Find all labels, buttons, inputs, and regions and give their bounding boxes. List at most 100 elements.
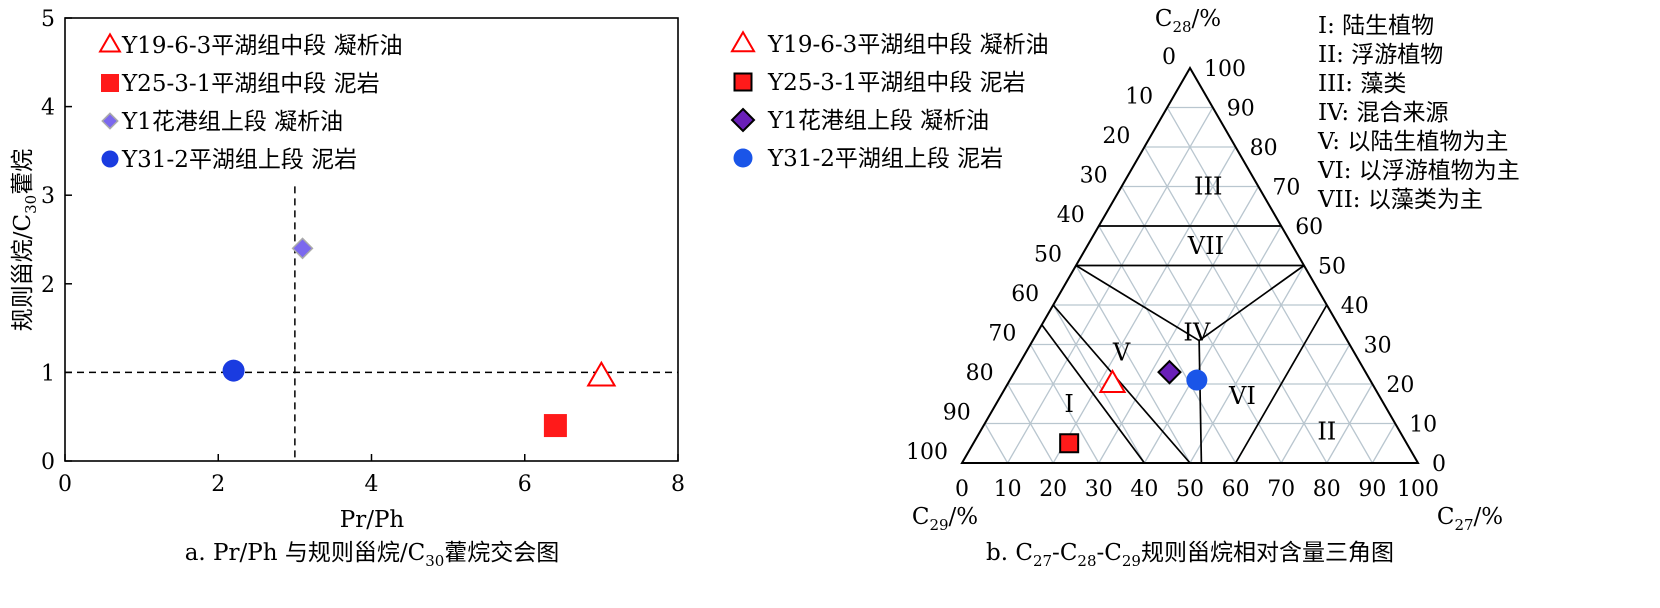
y-tick-label: 2 <box>41 273 55 298</box>
axis-ticks: 0 2 4 6 8 0 1 2 3 4 5 <box>41 7 685 497</box>
bottom-tick-label: 40 <box>1130 477 1158 502</box>
right-tick-label: 100 <box>1204 57 1246 82</box>
reference-lines <box>65 186 678 461</box>
ternary-legend-label-2: Y25-3-1平湖组中段 泥岩 <box>767 70 1026 96</box>
region-label-iii: III <box>1194 173 1222 201</box>
boundary-vi-ii <box>1234 304 1328 464</box>
top-axis-label: C28/% <box>1155 6 1221 36</box>
region-key-vii: VII: 以藻类为主 <box>1317 187 1483 213</box>
region-key-iv: IV: 混合来源 <box>1318 100 1448 126</box>
grid-line-c29 <box>1052 304 1145 464</box>
region-key-vi: VI: 以浮游植物为主 <box>1317 158 1520 184</box>
y-axis-label: 规则甾烷/C30藿烷 <box>10 149 40 331</box>
region-label-vii: VII <box>1187 232 1224 260</box>
data-point-3 <box>291 237 314 260</box>
region-key-i: I: 陆生植物 <box>1318 13 1434 39</box>
data-point-2 <box>543 414 567 438</box>
grid-line-c29 <box>1075 265 1191 464</box>
right-tick-label: 0 <box>1432 452 1446 477</box>
grid-line-c27 <box>1280 344 1351 464</box>
grid-line-c27 <box>1371 423 1396 464</box>
left-tick-label: 40 <box>1057 203 1085 228</box>
grid-line-c27 <box>1098 186 1259 464</box>
ternary-points <box>1059 359 1208 454</box>
left-tick-label: 90 <box>943 401 971 426</box>
legend-label-4: Y31-2平湖组上段 泥岩 <box>121 147 357 173</box>
x-tick-label: 8 <box>671 472 685 497</box>
ternary-point-4 <box>1186 369 1208 391</box>
bottom-tick-label: 100 <box>1397 477 1439 502</box>
region-key-v: V: 以陆生植物为主 <box>1317 129 1508 155</box>
left-tick-label: 20 <box>1102 124 1130 149</box>
region-label-iv: IV <box>1183 319 1210 347</box>
caption-a: a. Pr/Ph 与规则甾烷/C30藿烷交会图 <box>185 540 560 570</box>
grid-line-c29 <box>1166 107 1373 464</box>
right-tick-label: 40 <box>1341 294 1369 319</box>
grid-line-c29 <box>1007 383 1054 464</box>
right-axis-label: C27/% <box>1437 504 1503 534</box>
bottom-tick-label: 30 <box>1085 477 1113 502</box>
legend: Y19-6-3平湖组中段 凝析油 Y25-3-1平湖组中段 泥岩 Y1花港组上段 凝… <box>98 32 403 173</box>
boundary-vii-iv-b <box>1198 264 1305 342</box>
bottom-tick-label: 50 <box>1176 477 1204 502</box>
right-tick-label: 90 <box>1227 97 1255 122</box>
bottom-tick-label: 90 <box>1358 477 1386 502</box>
right-tick-label: 20 <box>1386 373 1414 398</box>
ternary-panel: 0 10 20 30 40 50 60 70 80 90 100010203040506070809… <box>730 6 1520 570</box>
scatter-panel: 0 2 4 6 8 0 1 2 3 4 5 Pr/Ph 规则甾烷/C30藿烷 Y19-6-3平湖组中… <box>10 7 685 570</box>
x-tick-label: 0 <box>58 472 72 497</box>
x-tick-label: 4 <box>365 472 379 497</box>
ternary-legend-marker-4 <box>733 148 753 168</box>
left-axis-label: C29/% <box>912 504 978 534</box>
ternary-point-1 <box>1098 369 1127 393</box>
left-tick-label: 30 <box>1080 164 1108 189</box>
ternary-ticks: 0 10 20 30 40 50 60 70 80 90 100010203040506070809… <box>906 45 1446 502</box>
y-tick-label: 1 <box>41 361 55 386</box>
left-tick-label: 10 <box>1125 85 1153 110</box>
left-tick-label: 70 <box>988 322 1016 347</box>
left-tick-label: 0 <box>1162 45 1176 70</box>
bottom-tick-label: 80 <box>1313 477 1341 502</box>
legend-label-2: Y25-3-1平湖组中段 泥岩 <box>121 71 380 97</box>
data-point-1 <box>586 360 617 387</box>
ternary-legend-marker-2 <box>733 72 753 92</box>
x-axis-label: Pr/Ph <box>340 507 405 533</box>
bottom-tick-label: 60 <box>1222 477 1250 502</box>
left-tick-label: 100 <box>906 440 948 465</box>
right-tick-label: 50 <box>1318 255 1346 280</box>
ternary-legend-label-4: Y31-2平湖组上段 泥岩 <box>767 146 1003 172</box>
ternary-legend-marker-1 <box>730 30 756 53</box>
y-tick-label: 4 <box>41 96 55 121</box>
ternary-point-3 <box>1157 359 1182 385</box>
ternary-legend-label-1: Y19-6-3平湖组中段 凝析油 <box>767 32 1049 58</box>
bottom-tick-label: 10 <box>994 477 1022 502</box>
ternary-legend-label-3: Y1花港组上段 凝析油 <box>767 108 989 134</box>
data-points <box>222 237 617 438</box>
y-tick-label: 3 <box>41 184 55 209</box>
left-tick-label: 60 <box>1011 282 1039 307</box>
legend-label-1: Y19-6-3平湖组中段 凝析油 <box>121 33 403 59</box>
boundary-i-v <box>1041 324 1146 464</box>
bottom-tick-label: 0 <box>955 477 969 502</box>
legend-marker-4 <box>101 150 119 168</box>
right-tick-label: 60 <box>1295 215 1323 240</box>
boundary-iv-vi <box>1198 340 1203 464</box>
legend-marker-2 <box>101 74 119 92</box>
region-label-v: V <box>1112 338 1131 366</box>
ternary-legend-marker-3 <box>730 107 756 133</box>
region-key: I: 陆生植物 II: 浮游植物 III: 藻类 IV: 混合来源 V: 以陆生植物为主… <box>1317 13 1520 213</box>
region-boundaries <box>1041 225 1328 464</box>
legend-marker-3 <box>101 112 119 130</box>
region-key-ii: II: 浮游植物 <box>1318 42 1443 68</box>
ternary-point-2 <box>1059 433 1080 454</box>
ternary-legend: Y19-6-3平湖组中段 凝析油 Y25-3-1平湖组中段 泥岩 Y1花港组上段 凝… <box>730 30 1049 172</box>
grid-line-c27 <box>1189 265 1305 464</box>
left-tick-label: 50 <box>1034 243 1062 268</box>
data-point-4 <box>222 359 245 382</box>
region-label-i: I <box>1064 390 1073 418</box>
legend-marker-1 <box>98 32 122 53</box>
grid-line-c29 <box>1029 344 1100 464</box>
region-label-vi: VI <box>1228 382 1256 410</box>
grid-line-c29 <box>1121 186 1282 464</box>
